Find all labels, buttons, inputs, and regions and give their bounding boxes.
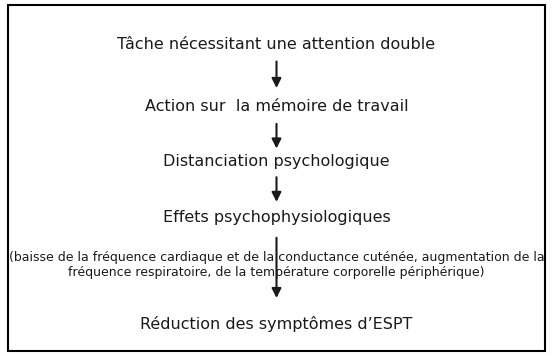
Text: Tâche nécessitant une attention double: Tâche nécessitant une attention double [117,37,436,52]
Text: (baisse de la fréquence cardiaque et de la conductance cuténée, augmentation de : (baisse de la fréquence cardiaque et de … [9,251,544,279]
Text: Effets psychophysiologiques: Effets psychophysiologiques [163,210,390,225]
Text: Réduction des symptômes d’ESPT: Réduction des symptômes d’ESPT [140,316,413,332]
Text: Action sur  la mémoire de travail: Action sur la mémoire de travail [145,99,408,114]
Text: Distanciation psychologique: Distanciation psychologique [163,155,390,169]
